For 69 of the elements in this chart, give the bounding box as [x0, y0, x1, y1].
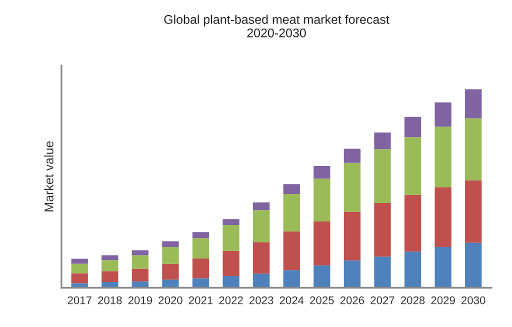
- bar: [132, 250, 149, 256]
- bar: [162, 241, 179, 248]
- x-tick-label: 2021: [188, 296, 213, 304]
- bar: [465, 180, 482, 243]
- x-tick-label: 2030: [462, 296, 486, 304]
- bar: [102, 271, 118, 282]
- bar: [283, 270, 300, 288]
- bar: [253, 274, 270, 288]
- x-tick-label: 2024: [280, 296, 304, 304]
- x-tick-label: 2025: [310, 296, 334, 304]
- x-tick-label: 2023: [250, 296, 274, 304]
- bar: [222, 250, 240, 276]
- bar: [192, 232, 210, 238]
- x-tick-label: 2020: [158, 296, 182, 304]
- bar: [344, 260, 361, 288]
- x-tick-label: 2019: [128, 296, 152, 304]
- bar: [222, 225, 240, 251]
- bar: [374, 149, 391, 203]
- bar: [132, 268, 149, 282]
- bar: [465, 118, 482, 180]
- bar: [253, 210, 270, 242]
- bar: [374, 202, 391, 257]
- bar: [434, 126, 452, 188]
- bar: [465, 89, 482, 118]
- bar: [344, 162, 361, 212]
- bar: [162, 247, 179, 264]
- bar: [374, 132, 391, 150]
- bar: [71, 273, 88, 284]
- bar: [374, 256, 391, 288]
- x-tick-label: 2017: [68, 296, 92, 304]
- x-tick-label: 2029: [431, 296, 455, 304]
- bar: [192, 238, 210, 258]
- chart-title: Global plant-based meat market forecast 2020-2030: [164, 14, 390, 38]
- bar: [192, 278, 210, 288]
- bar: [222, 219, 240, 226]
- bar: [192, 258, 210, 278]
- bar: [132, 255, 149, 269]
- bar: [314, 178, 330, 222]
- x-tick-label: 2022: [219, 296, 243, 304]
- bar: [314, 265, 330, 288]
- bar: [222, 276, 240, 288]
- bar: [314, 166, 330, 179]
- bar: [314, 221, 330, 266]
- bar: [434, 247, 452, 288]
- bar: [162, 280, 179, 288]
- bar: [253, 242, 270, 274]
- bar: [102, 255, 118, 260]
- bar: [253, 202, 270, 210]
- bar: [162, 264, 179, 280]
- x-tick-label: 2028: [400, 296, 425, 304]
- x-tick-label: 2027: [370, 296, 394, 304]
- bar: [71, 258, 88, 264]
- bar: [344, 212, 361, 260]
- x-tick-label: 2026: [340, 296, 364, 304]
- bar: [434, 187, 452, 248]
- y-axis-title: Market value: [44, 141, 54, 212]
- bar: [283, 184, 300, 194]
- bar: [465, 242, 482, 288]
- x-tick-label: 2018: [98, 296, 122, 304]
- bar: [404, 194, 422, 252]
- bar: [434, 102, 452, 127]
- bar: [344, 148, 361, 163]
- bar: [404, 116, 422, 138]
- bar: [102, 260, 118, 272]
- bar: [283, 194, 300, 232]
- bar: [404, 137, 422, 195]
- bar: [283, 231, 300, 270]
- bar: [71, 264, 88, 274]
- bar: [404, 252, 422, 288]
